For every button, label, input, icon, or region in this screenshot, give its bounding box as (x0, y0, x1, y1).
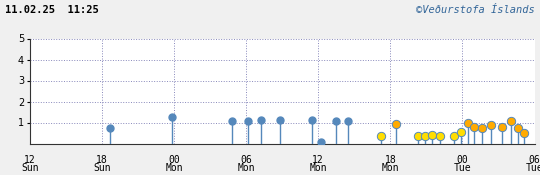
Text: Mon: Mon (382, 163, 399, 173)
Text: 18: 18 (384, 155, 396, 165)
Text: Mon: Mon (309, 163, 327, 173)
Text: 00: 00 (168, 155, 180, 165)
Text: 11.02.25  11:25: 11.02.25 11:25 (5, 5, 99, 15)
Text: Mon: Mon (165, 163, 183, 173)
Text: 06: 06 (240, 155, 252, 165)
Text: ©Veðurstofa Íslands: ©Veðurstofa Íslands (416, 5, 535, 15)
Text: 06: 06 (529, 155, 540, 165)
Text: Tue: Tue (454, 163, 471, 173)
Text: Mon: Mon (237, 163, 255, 173)
Text: 12: 12 (24, 155, 36, 165)
Text: Tue: Tue (526, 163, 540, 173)
Text: 00: 00 (457, 155, 468, 165)
Text: Sun: Sun (21, 163, 38, 173)
Text: Sun: Sun (93, 163, 111, 173)
Text: 18: 18 (96, 155, 107, 165)
Text: 12: 12 (312, 155, 324, 165)
